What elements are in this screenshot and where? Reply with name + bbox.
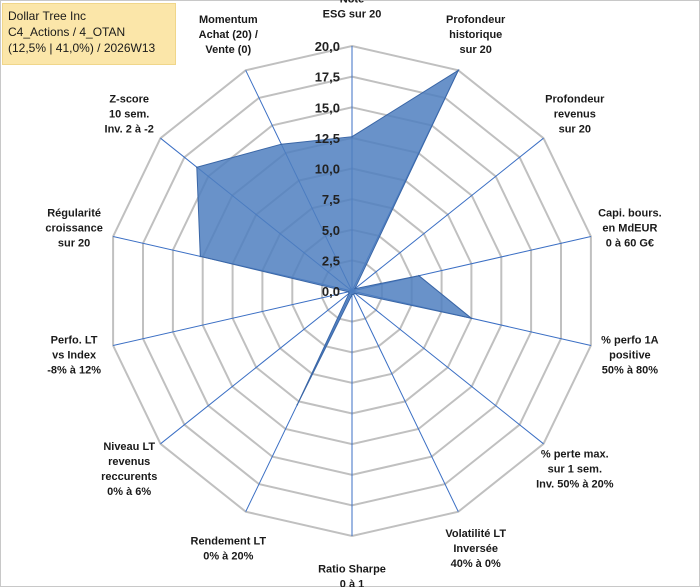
axis-label-1-line-2: sur 20 <box>459 44 491 56</box>
axis-spoke-2 <box>351 137 544 292</box>
series-point-0 <box>351 135 353 138</box>
axis-label-4-line-2: 50% à 80% <box>602 364 658 376</box>
tick-label-4: 10,0 <box>315 162 340 177</box>
axis-label-6: Volatilité LT Inversée 40% à 0% <box>445 528 506 570</box>
axis-spoke-10 <box>112 290 353 346</box>
series-point-5 <box>354 292 356 295</box>
axis-label-12-line-0: Z-score <box>109 93 149 105</box>
axis-label-11-line-1: croissance <box>45 223 102 235</box>
axis-label-8-line-1: 0% à 20% <box>203 550 253 562</box>
axis-spoke-5 <box>351 290 544 445</box>
axis-label-4-line-1: positive <box>609 349 651 361</box>
axis-label-5-line-0: % perte max. <box>541 449 609 461</box>
axis-label-11-line-2: sur 20 <box>58 238 90 250</box>
tick-label-7: 17,5 <box>315 70 340 85</box>
axis-label-10-line-2: -8% à 12% <box>47 364 101 376</box>
axis-label-2-line-1: revenus <box>554 108 596 120</box>
axis-label-1: Profondeur historique sur 20 <box>446 14 506 56</box>
axis-label-8: Rendement LT 0% à 20% <box>191 535 267 562</box>
axis-label-6-line-2: 40% à 0% <box>451 558 501 570</box>
axis-label-7-line-0: Ratio Sharpe <box>318 564 386 576</box>
axis-label-0-line-1: ESG sur 20 <box>323 9 382 21</box>
tick-label-6: 15,0 <box>315 100 340 115</box>
legend-company: Dollar Tree Inc <box>8 9 87 23</box>
axis-label-7: Ratio Sharpe 0 à 1 <box>318 564 386 587</box>
tick-label-8: 20,0 <box>315 39 340 54</box>
axis-label-0-line-0: Note <box>340 0 364 6</box>
axis-label-1-line-0: Profondeur <box>446 14 506 26</box>
series-point-4 <box>470 317 473 320</box>
series-point-8 <box>296 403 299 406</box>
series-point-6 <box>352 293 355 296</box>
axis-label-7-line-1: 0 à 1 <box>340 579 364 587</box>
chart-legend-box: Dollar Tree Inc C4_Actions / 4_OTAN (12,… <box>2 3 176 65</box>
axis-label-5-line-2: Inv. 50% à 20% <box>536 479 614 491</box>
series-point-7 <box>351 293 353 296</box>
radar-series <box>196 68 473 406</box>
series-point-1 <box>457 69 460 72</box>
axis-label-2: Profondeur revenus sur 20 <box>545 93 605 135</box>
legend-category: C4_Actions / 4_OTAN <box>8 25 126 39</box>
axis-label-10-line-0: Perfo. LT <box>51 334 98 346</box>
series-point-13 <box>280 143 283 145</box>
axis-label-13-line-0: Momentum <box>199 14 258 26</box>
axis-label-12-line-1: 10 sem. <box>109 108 149 120</box>
axis-label-3: Capi. bours. en MdEUR 0 à 60 G€ <box>598 208 662 250</box>
series-point-9 <box>348 292 350 295</box>
axis-label-6-line-0: Volatilité LT <box>445 528 506 540</box>
axis-label-1-line-1: historique <box>449 29 502 41</box>
tick-label-2: 5,0 <box>322 223 340 238</box>
axis-spoke-6 <box>351 290 459 512</box>
axis-spoke-9 <box>160 290 353 445</box>
axis-label-12: Z-score 10 sem. Inv. 2 à -2 <box>105 93 154 135</box>
series-point-2 <box>354 287 356 290</box>
radar-axis-labels: Note ESG sur 20 Profondeur historique sur 20… <box>45 0 661 587</box>
series-point-3 <box>418 274 420 277</box>
tick-label-0: 0,0 <box>322 284 340 299</box>
axis-label-3-line-2: 0 à 60 G€ <box>606 238 654 250</box>
axis-label-3-line-1: en MdEUR <box>602 223 657 235</box>
legend-params: (12,5% | 41,0%) / 2026W13 <box>8 41 156 55</box>
axis-label-5-line-1: sur 1 sem. <box>548 464 602 476</box>
axis-label-9-line-0: Niveau LT <box>103 441 155 453</box>
series-point-11 <box>199 255 202 258</box>
axis-label-6-line-1: Inversée <box>453 543 498 555</box>
axis-label-9-line-1: revenus <box>108 456 150 468</box>
axis-label-10-line-1: vs Index <box>52 349 97 361</box>
axis-label-2-line-2: sur 20 <box>559 123 591 135</box>
axis-label-9-line-2: reccurents <box>101 471 157 483</box>
axis-label-8-line-0: Rendement LT <box>191 535 267 547</box>
tick-label-3: 7,5 <box>322 192 340 207</box>
tick-label-5: 12,5 <box>315 131 340 146</box>
series-point-10 <box>347 291 350 293</box>
axis-label-9-line-3: 0% à 6% <box>107 486 151 498</box>
axis-label-4-line-0: % perfo 1A <box>601 334 659 346</box>
axis-label-11-line-0: Régularité <box>47 208 101 220</box>
radar-tick-labels: 0,0 2,5 5,0 7,5 10,0 12,5 15,0 17,5 20,0 <box>315 39 340 299</box>
axis-label-10: Perfo. LT vs Index -8% à 12% <box>47 334 101 376</box>
axis-label-13-line-1: Achat (20) / <box>199 29 258 41</box>
series-point-12 <box>196 166 198 169</box>
axis-label-0: Note ESG sur 20 <box>323 0 382 21</box>
axis-label-5: % perte max. sur 1 sem. Inv. 50% à 20% <box>536 449 614 491</box>
axis-label-13: Momentum Achat (20) / Vente (0) <box>199 14 258 56</box>
axis-label-9: Niveau LT revenus reccurents 0% à 6% <box>101 441 157 498</box>
axis-label-3-line-0: Capi. bours. <box>598 208 662 220</box>
axis-label-2-line-0: Profondeur <box>545 93 605 105</box>
axis-label-11: Régularité croissance sur 20 <box>45 208 102 250</box>
axis-label-12-line-2: Inv. 2 à -2 <box>105 123 154 135</box>
axis-label-4: % perfo 1A positive 50% à 80% <box>601 334 659 376</box>
axis-label-13-line-2: Vente (0) <box>205 44 251 56</box>
tick-label-1: 2,5 <box>322 253 340 268</box>
